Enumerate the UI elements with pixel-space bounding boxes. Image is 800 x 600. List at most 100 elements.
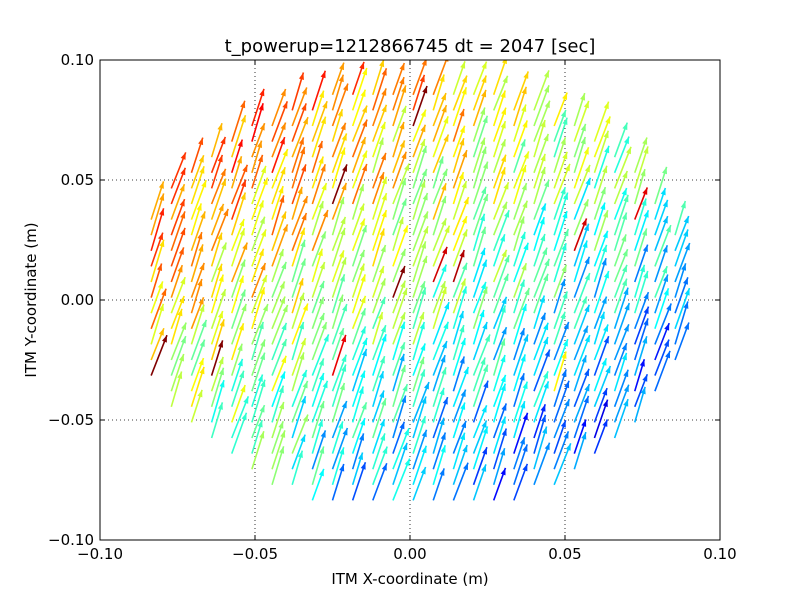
arrow-head bbox=[280, 371, 285, 380]
vector-arrow bbox=[230, 358, 244, 392]
vector-arrow bbox=[452, 125, 466, 158]
arrow-head bbox=[158, 232, 163, 241]
vector-arrow bbox=[452, 402, 466, 439]
arrow-head bbox=[161, 335, 167, 343]
vector-arrow bbox=[412, 180, 426, 220]
vector-arrow bbox=[251, 339, 266, 376]
arrow-head bbox=[621, 352, 627, 361]
arrow-shaft bbox=[533, 179, 550, 220]
vector-arrow bbox=[573, 354, 587, 392]
vector-arrow bbox=[533, 133, 550, 174]
arrow-head bbox=[338, 294, 344, 303]
arrow-head bbox=[318, 156, 324, 164]
arrow-head bbox=[441, 196, 447, 204]
arrow-head bbox=[261, 275, 267, 283]
arrow-head bbox=[300, 239, 306, 248]
arrow-head bbox=[643, 306, 649, 315]
arrow-shaft bbox=[150, 239, 165, 283]
vector-arrow bbox=[230, 343, 243, 376]
arrow-head bbox=[196, 203, 202, 211]
vector-arrow bbox=[472, 186, 487, 220]
arrow-head bbox=[301, 369, 307, 378]
vector-arrow bbox=[674, 263, 687, 298]
arrow-head bbox=[361, 105, 367, 114]
arrow-head bbox=[439, 387, 445, 396]
vector-arrow bbox=[291, 352, 305, 392]
vector-arrow bbox=[513, 200, 529, 236]
vector-arrow bbox=[452, 137, 465, 174]
arrow-head bbox=[500, 338, 506, 346]
arrow-head bbox=[684, 242, 690, 251]
vector-arrow bbox=[593, 357, 608, 392]
arrow-head bbox=[360, 370, 366, 379]
vector-arrow bbox=[593, 186, 607, 220]
vector-arrow bbox=[150, 334, 168, 376]
vector-arrow bbox=[291, 303, 309, 345]
arrow-head bbox=[603, 101, 609, 110]
arrow-shaft bbox=[311, 209, 329, 252]
arrow-head bbox=[359, 218, 365, 226]
arrow-head bbox=[523, 334, 529, 342]
vector-arrow bbox=[291, 116, 309, 158]
vector-arrow bbox=[372, 244, 387, 283]
vector-arrow bbox=[291, 146, 306, 189]
vector-arrow bbox=[613, 287, 629, 330]
vector-arrow bbox=[372, 171, 385, 205]
vector-arrow bbox=[372, 398, 387, 439]
arrow-head bbox=[561, 369, 567, 377]
vector-arrow bbox=[533, 119, 546, 158]
vector-arrow bbox=[492, 296, 508, 330]
vector-arrow bbox=[492, 273, 509, 314]
vector-arrow bbox=[513, 86, 528, 127]
arrow-head bbox=[544, 100, 550, 109]
vector-arrow bbox=[593, 257, 607, 298]
arrow-head bbox=[282, 224, 288, 232]
vector-arrow bbox=[452, 462, 469, 501]
vector-arrow bbox=[633, 146, 649, 189]
vector-arrow bbox=[613, 187, 628, 220]
arrow-head bbox=[300, 146, 306, 155]
arrow-head bbox=[240, 179, 246, 188]
vector-arrow bbox=[251, 103, 264, 142]
arrow-head bbox=[279, 137, 285, 145]
vector-arrow bbox=[452, 75, 468, 111]
arrow-head bbox=[500, 448, 506, 456]
vector-arrow bbox=[513, 104, 527, 142]
arrow-head bbox=[237, 139, 243, 148]
arrow-shaft bbox=[291, 380, 309, 423]
vector-arrow bbox=[170, 276, 186, 314]
arrow-head bbox=[463, 462, 469, 471]
arrow-head bbox=[381, 68, 387, 76]
vector-arrow bbox=[613, 342, 628, 376]
arrow-head bbox=[359, 203, 365, 212]
arrow-head bbox=[338, 421, 344, 429]
arrow-shaft bbox=[553, 192, 569, 236]
vector-arrow bbox=[533, 295, 546, 330]
vector-arrow bbox=[331, 216, 347, 252]
vector-arrow bbox=[311, 116, 327, 158]
arrow-head bbox=[317, 248, 323, 257]
vector-arrow bbox=[432, 246, 448, 283]
vector-arrow bbox=[372, 370, 385, 408]
arrow-head bbox=[281, 261, 287, 270]
vector-arrow bbox=[331, 364, 347, 408]
arrow-head bbox=[581, 296, 587, 304]
vector-arrow bbox=[452, 171, 465, 205]
vector-arrow bbox=[492, 354, 506, 392]
vector-arrow bbox=[372, 265, 385, 298]
arrow-head bbox=[197, 232, 203, 240]
arrow-shaft bbox=[210, 319, 225, 361]
vector-arrow bbox=[311, 209, 329, 252]
vector-arrow bbox=[613, 264, 628, 298]
arrow-shaft bbox=[513, 412, 529, 454]
arrow-head bbox=[381, 463, 387, 471]
arrow-shaft bbox=[533, 85, 550, 127]
arrow-head bbox=[181, 322, 187, 331]
arrow-shaft bbox=[472, 146, 487, 189]
arrow-shaft bbox=[271, 148, 289, 189]
vector-arrow bbox=[372, 333, 387, 376]
arrow-head bbox=[180, 152, 186, 160]
arrow-head bbox=[662, 199, 668, 208]
vector-arrow bbox=[432, 134, 450, 174]
vector-arrow bbox=[573, 395, 590, 439]
